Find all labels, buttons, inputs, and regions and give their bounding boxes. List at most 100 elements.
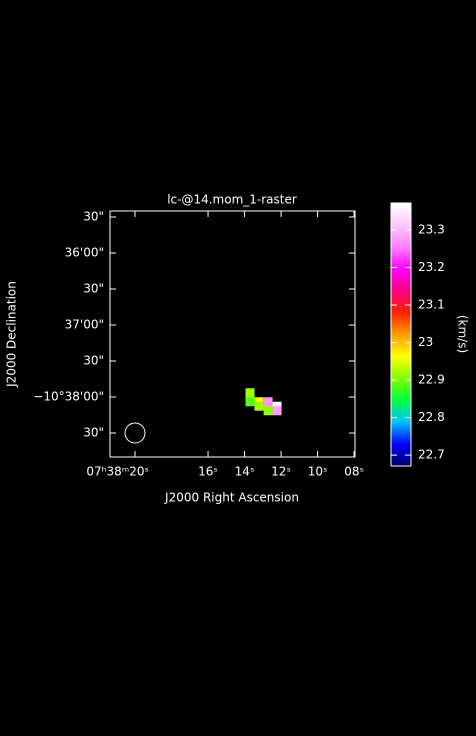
colorbar-strip [391,317,411,319]
colorbar-strip [391,291,411,293]
y-axis-label: J2000 Declination [5,281,19,388]
colorbar-strip [391,419,411,421]
colorbar-strip [391,299,411,301]
colorbar-strip [391,440,411,442]
colorbar-strip [391,266,411,268]
colorbar-strip [391,256,411,258]
colorbar-strip [391,374,411,376]
colorbar-strip [391,233,411,235]
colorbar-strip [391,214,411,216]
colorbar-strip [391,271,411,273]
colorbar-strip [391,379,411,381]
colorbar-strip [391,225,411,227]
colorbar-strip [391,392,411,394]
colorbar-strip [391,407,411,409]
colorbar-strip [391,397,411,399]
colorbar-strip [391,435,411,437]
colorbar-tick-label: 23.2 [418,260,445,274]
colorbar-strip [391,273,411,275]
colorbar-strip [391,396,411,398]
colorbar-strip [391,267,411,269]
colorbar-strip [391,357,411,359]
colorbar-strip [391,358,411,360]
colorbar-strip [391,417,411,419]
colorbar-strip [391,327,411,329]
colorbar-strip [391,431,411,433]
colorbar-strip [391,349,411,351]
colorbar-strip [391,228,411,230]
colorbar-strip [391,375,411,377]
colorbar-strip [391,448,411,450]
colorbar-strip [391,388,411,390]
x-tick-label: 16ˢ [198,465,218,479]
colorbar-strip [391,464,411,466]
colorbar-strip [391,384,411,386]
colorbar-strip [391,370,411,372]
colorbar-strip [391,238,411,240]
colorbar-strip [391,368,411,370]
colorbar-strip [391,330,411,332]
colorbar-strip [391,322,411,324]
colorbar-strip [391,422,411,424]
colorbar-strip [391,326,411,328]
colorbar-strip [391,427,411,429]
colorbar-strip [391,403,411,405]
colorbar-strip [391,434,411,436]
colorbar-strip [391,216,411,218]
colorbar-strip [391,412,411,414]
colorbar-strip [391,423,411,425]
colorbar-strip [391,209,411,211]
colorbar-strip [391,296,411,298]
colorbar-strip [391,335,411,337]
colorbar-strip [391,424,411,426]
colorbar-strip [391,421,411,423]
colorbar-strip [391,321,411,323]
colorbar-strip [391,393,411,395]
colorbar-strip [391,240,411,242]
colorbar-strip [391,253,411,255]
colorbar-strip [391,212,411,214]
colorbar-strip [391,438,411,440]
colorbar-strip [391,255,411,257]
colorbar-strip [391,229,411,231]
colorbar-strip [391,287,411,289]
colorbar-tick-label: 22.7 [418,448,445,462]
y-tick-label: −10°38'00" [33,390,104,404]
colorbar-strip [391,297,411,299]
y-tick-label: 36'00" [65,245,104,259]
colorbar-strip [391,227,411,229]
colorbar-strip [391,208,411,210]
colorbar-strip [391,286,411,288]
colorbar-strip [391,457,411,459]
colorbar-strip [391,372,411,374]
colorbar-strip [391,462,411,464]
colorbar-strip [391,280,411,282]
colorbar-strip [391,231,411,233]
colorbar-strip [391,415,411,417]
beam [124,422,146,444]
colorbar-strip [391,260,411,262]
colorbar-strip [391,390,411,392]
colorbar-strip [391,254,411,256]
colorbar-strip [391,463,411,465]
x-tick-label: 07ʰ38ᵐ20ˢ [86,465,149,479]
colorbar-strip [391,218,411,220]
colorbar-strip [391,278,411,280]
colorbar-strip [391,341,411,343]
colorbar-strip [391,313,411,315]
colorbar-strip [391,258,411,260]
colorbar-strip [391,320,411,322]
colorbar-strip [391,285,411,287]
colorbar-strip [391,305,411,307]
colorbar-strip [391,290,411,292]
colorbar-strip [391,367,411,369]
colorbar-strip [391,398,411,400]
colorbar-strip [391,385,411,387]
colorbar-strip [391,241,411,243]
colorbar-strip [391,274,411,276]
colorbar-strip [391,445,411,447]
colorbar-strip [391,337,411,339]
colorbar-strip [391,377,411,379]
colorbar-strip [391,365,411,367]
colorbar-strip [391,292,411,294]
